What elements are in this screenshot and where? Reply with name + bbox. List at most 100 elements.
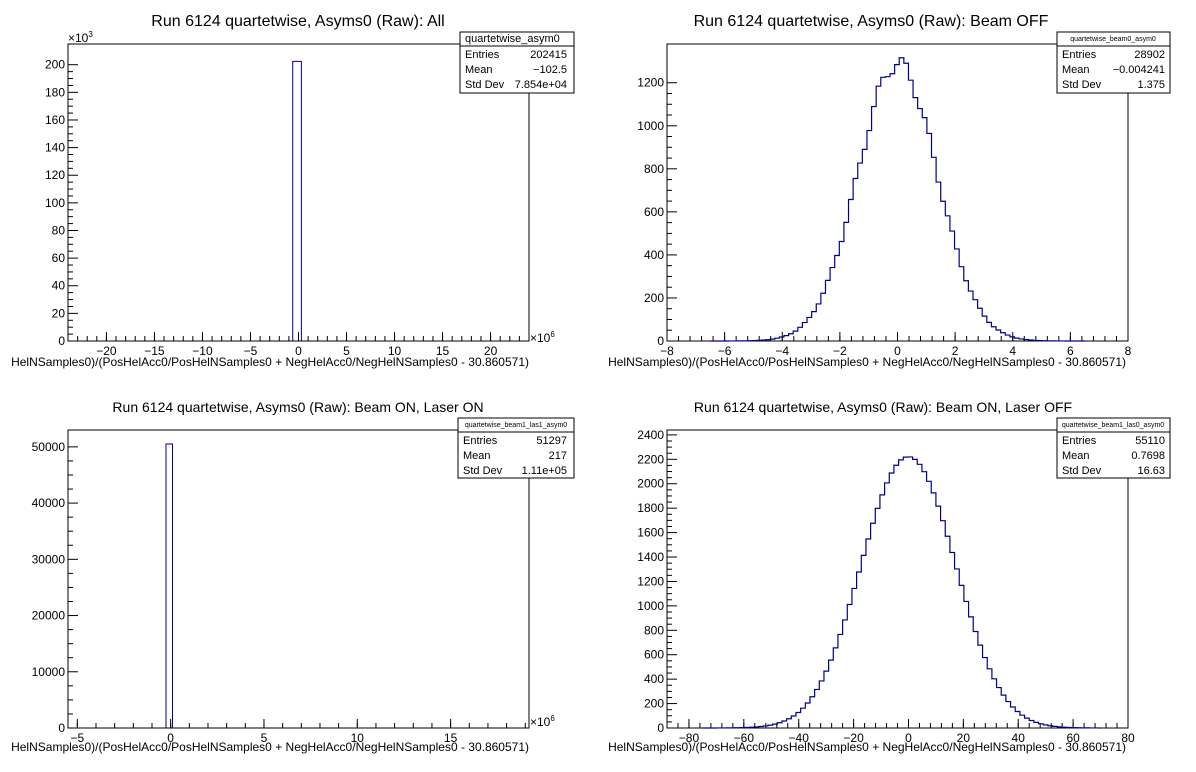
y-tick-label: 2000 xyxy=(637,477,664,491)
y-tick-label: 1600 xyxy=(637,526,664,540)
y-tick-label: 400 xyxy=(644,672,664,686)
histogram-bars xyxy=(702,456,1102,729)
x-tick-label: 20 xyxy=(957,731,971,745)
x-tick-label: −6 xyxy=(718,344,732,358)
y-tick-label: 1200 xyxy=(637,76,664,90)
x-tick-label: 5 xyxy=(343,344,350,358)
y-tick-label: 50000 xyxy=(32,440,66,454)
stats-stddev-value: 7.854e+04 xyxy=(515,79,567,91)
stats-stddev-label: Std Dev xyxy=(1062,465,1102,477)
stats-mean-label: Mean xyxy=(465,64,493,76)
y-tick-label: 2400 xyxy=(637,428,664,442)
y-tick-label: 30000 xyxy=(32,552,66,566)
histogram-bar xyxy=(165,443,174,728)
panel-beam-on-laser-on: Run 6124 quartetwise, Asyms0 (Raw): Beam… xyxy=(11,399,575,754)
panel-all: Run 6124 quartetwise, Asyms0 (Raw): All … xyxy=(11,13,575,369)
stats-name: quartetwise_beam1_las1_asym0 xyxy=(465,422,567,429)
stats-entries-label: Entries xyxy=(1062,435,1097,447)
y-tick-label: 2200 xyxy=(637,452,664,466)
x-tick-label: 0 xyxy=(905,731,912,745)
y-tick-label: 0 xyxy=(657,334,664,348)
stats-stddev-value: 16.63 xyxy=(1137,465,1165,477)
x-tick-label: −5 xyxy=(70,731,84,745)
y-tick-label: 20000 xyxy=(32,609,66,623)
y-axis: 0 10000 20000 30000 40000 50000 xyxy=(32,440,78,735)
stats-box: quartetwise_beam1_las1_asym0 Entries 512… xyxy=(457,417,575,479)
x-tick-label: −40 xyxy=(789,731,810,745)
stats-box: quartetwise_asym0 Entries 202415 Mean −1… xyxy=(459,31,575,94)
y-tick-label: 200 xyxy=(45,58,65,72)
y-axis: 0 20 40 60 80 100 120 140 160 180 200 xyxy=(45,58,78,348)
y-tick-label: 600 xyxy=(644,205,664,219)
x-tick-label: 15 xyxy=(444,731,458,745)
x-tick-label: 0 xyxy=(894,344,901,358)
histogram-steps xyxy=(702,456,1102,729)
y-tick-label: 80 xyxy=(52,223,66,237)
stats-mean-value: −102.5 xyxy=(533,64,567,76)
x-tick-label: −5 xyxy=(244,344,258,358)
y-tick-label: 1000 xyxy=(637,599,664,613)
y-tick-label: 40000 xyxy=(32,496,66,510)
x-axis-label: HelNSamples0)/(PosHelAcc0/PosHelNSamples… xyxy=(608,740,1126,754)
stats-entries-label: Entries xyxy=(465,49,500,61)
x-tick-label: −15 xyxy=(144,344,165,358)
stats-stddev-label: Std Dev xyxy=(463,465,503,477)
x-tick-label: 80 xyxy=(1121,731,1135,745)
y-tick-label: 1800 xyxy=(637,501,664,515)
stats-name: quartetwise_beam1_las0_asym0 xyxy=(1062,422,1164,429)
y-tick-label: 800 xyxy=(644,623,664,637)
x-axis: −8 −6 −4 −2 0 2 4 6 8 xyxy=(660,332,1132,358)
stats-entries-value: 55110 xyxy=(1135,435,1165,447)
stats-name: quartetwise_beam0_asym0 xyxy=(1070,36,1156,43)
chart-title: Run 6124 quartetwise, Asyms0 (Raw): Beam… xyxy=(112,399,483,415)
x-tick-label: 2 xyxy=(952,344,959,358)
y-tick-label: 1200 xyxy=(637,574,664,588)
x-axis-exponent: ×106 xyxy=(530,714,555,729)
y-axis: 0 200 400 600 800 1000 1200 1400 1600 1800 2000 220… xyxy=(637,428,677,735)
stats-entries-label: Entries xyxy=(1062,49,1097,61)
x-tick-label: 60 xyxy=(1066,731,1080,745)
plot-frame xyxy=(67,429,530,729)
x-axis-label: HelNSamples0)/(PosHelAcc0/PosHelNSamples… xyxy=(11,355,529,369)
x-tick-label: −8 xyxy=(660,344,674,358)
chart-title: Run 6124 quartetwise, Asyms0 (Raw): Beam… xyxy=(694,399,1072,415)
x-tick-label: 10 xyxy=(351,731,365,745)
histogram-bar xyxy=(292,60,302,341)
stats-mean-value: −0.004241 xyxy=(1113,64,1165,76)
y-tick-label: 200 xyxy=(644,291,664,305)
y-axis-exponent: ×103 xyxy=(68,30,93,45)
histogram-bars xyxy=(165,443,174,728)
x-tick-label: 40 xyxy=(1012,731,1026,745)
x-tick-label: 0 xyxy=(295,344,302,358)
x-tick-label: −4 xyxy=(775,344,789,358)
y-tick-label: 800 xyxy=(644,162,664,176)
x-tick-label: 20 xyxy=(484,344,498,358)
histogram-bars xyxy=(292,60,302,341)
stats-mean-label: Mean xyxy=(1062,450,1090,462)
chart-title: Run 6124 quartetwise, Asyms0 (Raw): Beam… xyxy=(694,13,1049,30)
x-axis-label: HelNSamples0)/(PosHelAcc0/PosHelNSamples… xyxy=(608,355,1126,369)
stats-entries-value: 28902 xyxy=(1134,49,1165,61)
histogram-steps xyxy=(709,57,1086,342)
panel-beam-off: Run 6124 quartetwise, Asyms0 (Raw): Beam… xyxy=(608,13,1171,369)
stats-stddev-value: 1.11e+05 xyxy=(522,465,567,477)
x-axis-exponent: ×106 xyxy=(530,330,555,345)
stats-stddev-label: Std Dev xyxy=(1062,79,1102,91)
x-tick-label: 6 xyxy=(1067,344,1074,358)
panel-beam-on-laser-off: Run 6124 quartetwise, Asyms0 (Raw): Beam… xyxy=(608,399,1171,754)
y-tick-label: 0 xyxy=(58,721,65,735)
y-tick-label: 140 xyxy=(45,141,65,155)
x-tick-label: −2 xyxy=(833,344,847,358)
x-tick-label: −80 xyxy=(679,731,700,745)
y-tick-label: 100 xyxy=(45,196,65,210)
stats-entries-value: 202415 xyxy=(530,49,567,61)
y-tick-label: 20 xyxy=(52,306,66,320)
y-tick-label: 0 xyxy=(657,721,664,735)
y-tick-label: 120 xyxy=(45,168,65,182)
x-tick-label: −10 xyxy=(192,344,213,358)
x-tick-label: 0 xyxy=(167,731,174,745)
histogram-bars xyxy=(709,57,1086,342)
chart-title: Run 6124 quartetwise, Asyms0 (Raw): All xyxy=(151,13,444,30)
stats-mean-label: Mean xyxy=(463,450,491,462)
y-tick-label: 600 xyxy=(644,648,664,662)
